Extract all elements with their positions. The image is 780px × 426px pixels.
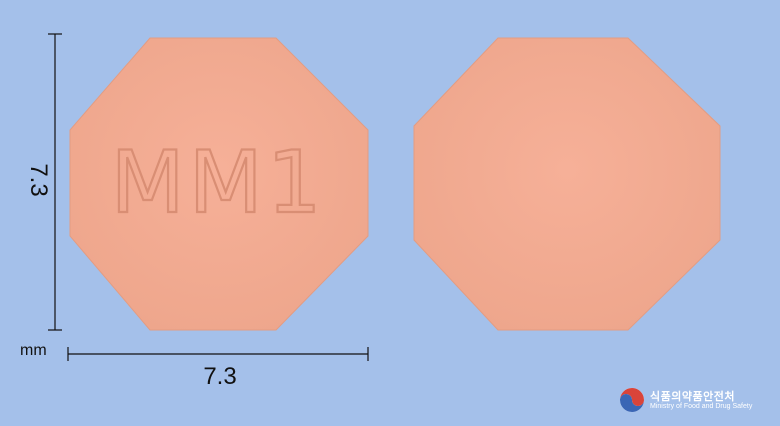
dimension-vertical xyxy=(48,33,62,331)
brand-watermark: 식품의약품안전처 Ministry of Food and Drug Safet… xyxy=(618,386,778,416)
height-label: 7.3 xyxy=(25,163,52,197)
pill-front xyxy=(69,37,369,331)
pill-imprint: MM1 xyxy=(110,133,325,233)
unit-label: mm xyxy=(20,342,47,359)
width-label: 7.3 xyxy=(203,363,237,390)
dimension-horizontal xyxy=(67,347,369,361)
brand-name-en: Ministry of Food and Drug Safety xyxy=(650,403,753,410)
pill-back xyxy=(413,37,721,331)
brand-name-ko: 식품의약품안전처 xyxy=(650,390,735,403)
mfds-logo-icon xyxy=(620,388,644,412)
